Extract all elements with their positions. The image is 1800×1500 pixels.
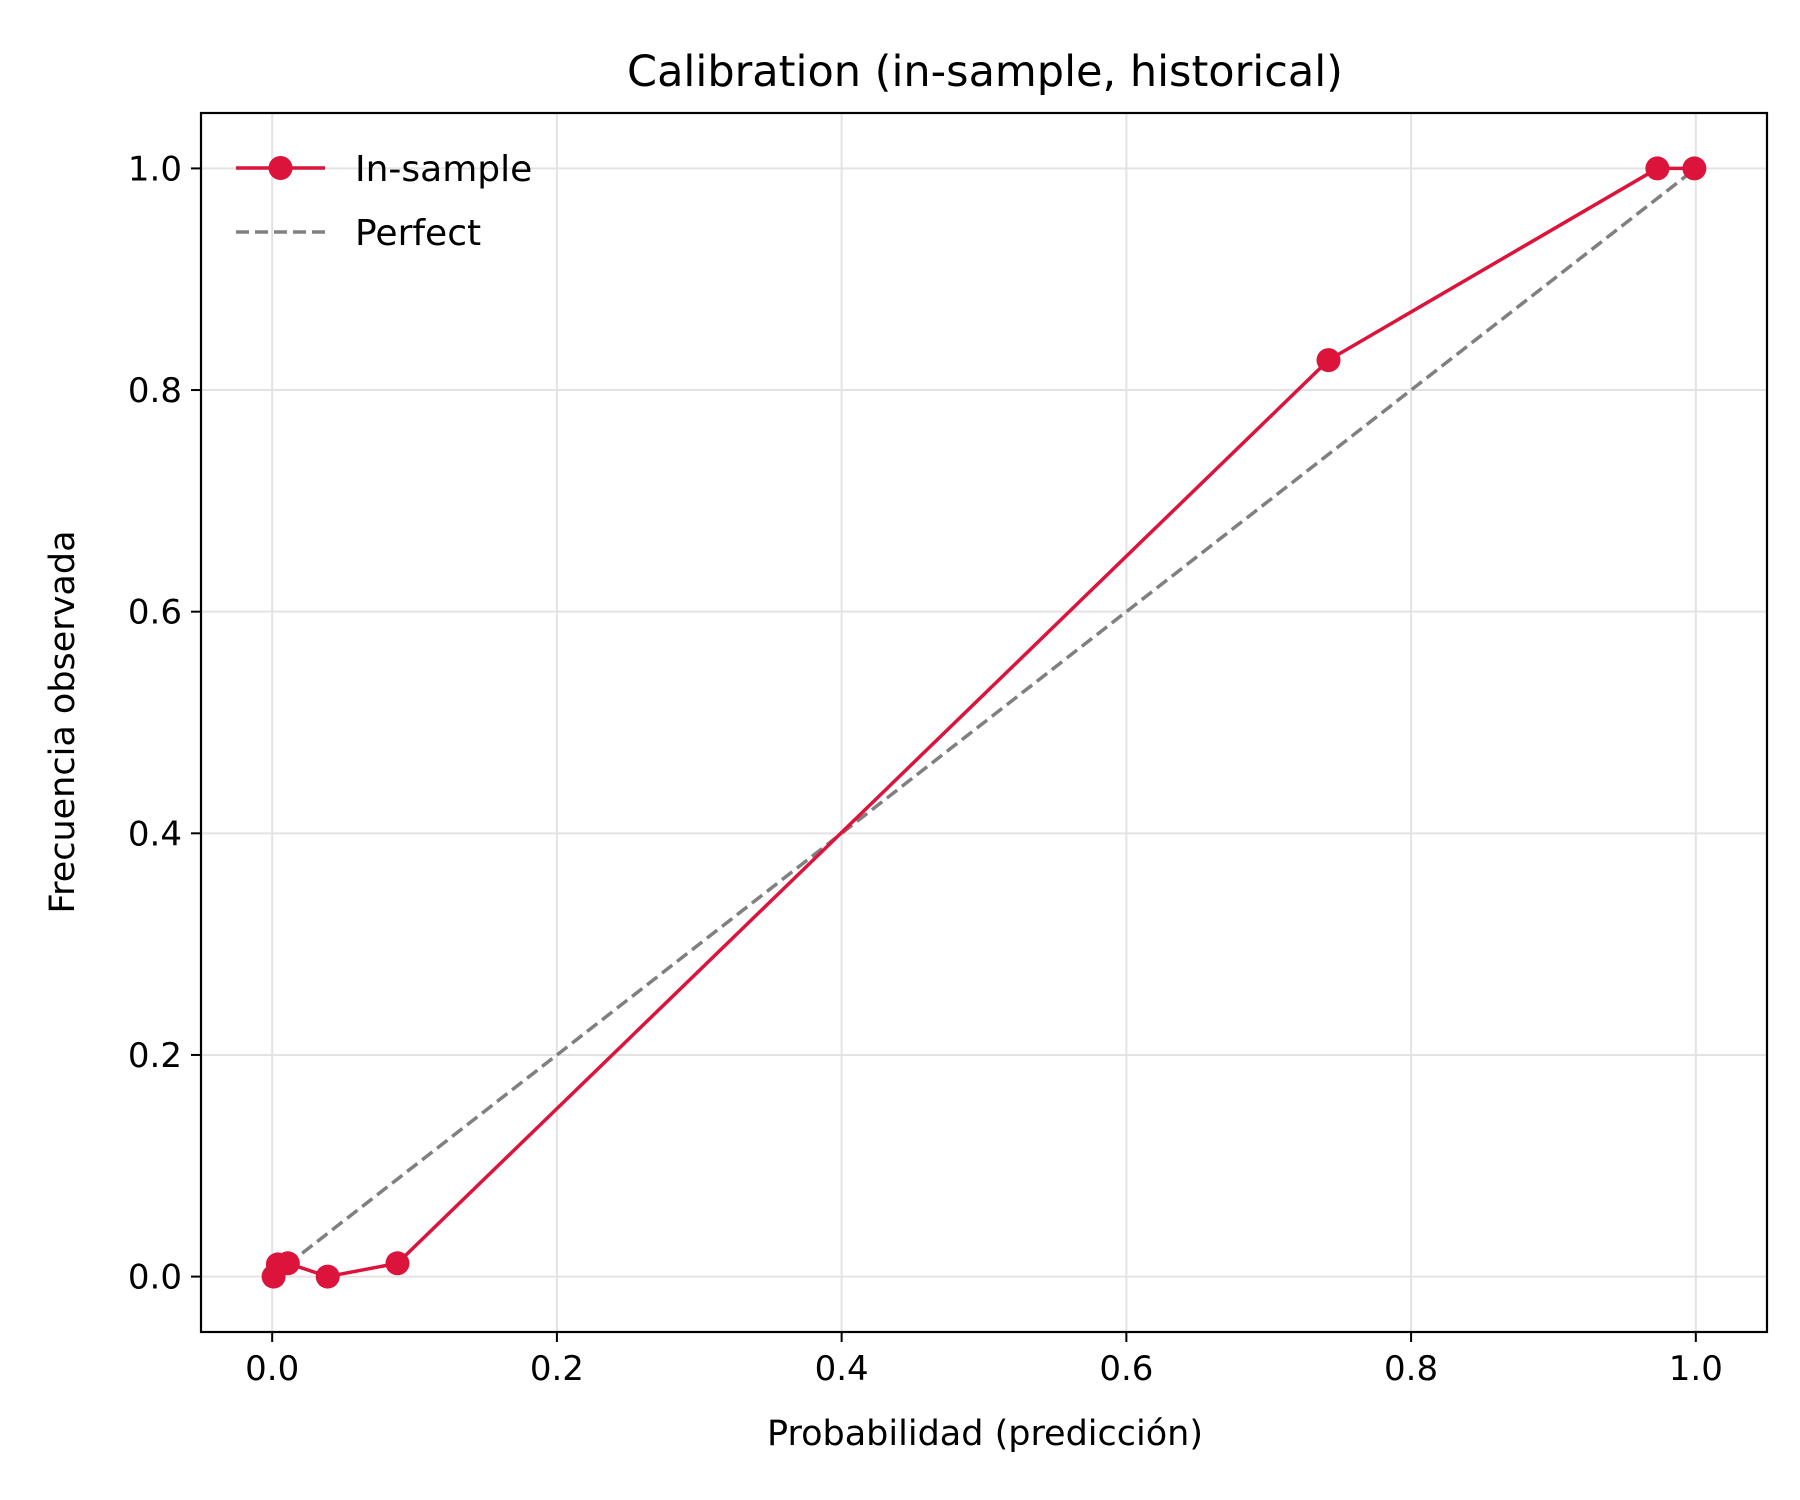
y-tick-label: 0.0 <box>128 1258 182 1298</box>
data-point-in-sample <box>275 1251 300 1276</box>
data-point-in-sample <box>1645 156 1670 181</box>
x-axis-label: Probabilidad (predicción) <box>767 1414 1203 1454</box>
x-tick-label: 1.0 <box>1669 1349 1723 1389</box>
y-tick-label: 1.0 <box>128 149 182 189</box>
data-point-in-sample <box>1316 348 1341 373</box>
x-tick-label: 0.0 <box>245 1349 299 1389</box>
y-tick-label: 0.8 <box>128 371 182 411</box>
series-layer <box>261 156 1707 1289</box>
x-tick-label: 0.4 <box>815 1349 869 1389</box>
y-tick-label: 0.2 <box>128 1036 182 1076</box>
ticks-layer: 0.0 0.2 0.4 0.6 0.8 1.0 0.0 0.2 0.4 0.6 0.8 1.0 <box>128 149 1723 1389</box>
legend-label-in-sample: In-sample <box>355 149 532 190</box>
legend: In-sample Perfect <box>236 149 532 254</box>
y-tick-label: 0.6 <box>128 593 182 633</box>
data-point-in-sample <box>1682 156 1707 181</box>
data-point-in-sample <box>385 1251 410 1276</box>
legend-marker-in-sample <box>268 156 293 180</box>
chart-title: Calibration (in-sample, historical) <box>627 47 1343 97</box>
data-point-in-sample <box>315 1264 340 1289</box>
y-axis-label: Frecuencia observada <box>43 530 83 913</box>
x-tick-label: 0.2 <box>530 1349 584 1389</box>
legend-label-perfect: Perfect <box>355 213 481 254</box>
x-tick-label: 0.6 <box>1099 1349 1153 1389</box>
grid-layer <box>201 113 1767 1332</box>
x-tick-label: 0.8 <box>1384 1349 1438 1389</box>
plot-frame <box>199 111 1769 1334</box>
series-line-perfect <box>271 167 1697 1278</box>
y-tick-label: 0.4 <box>128 814 182 854</box>
